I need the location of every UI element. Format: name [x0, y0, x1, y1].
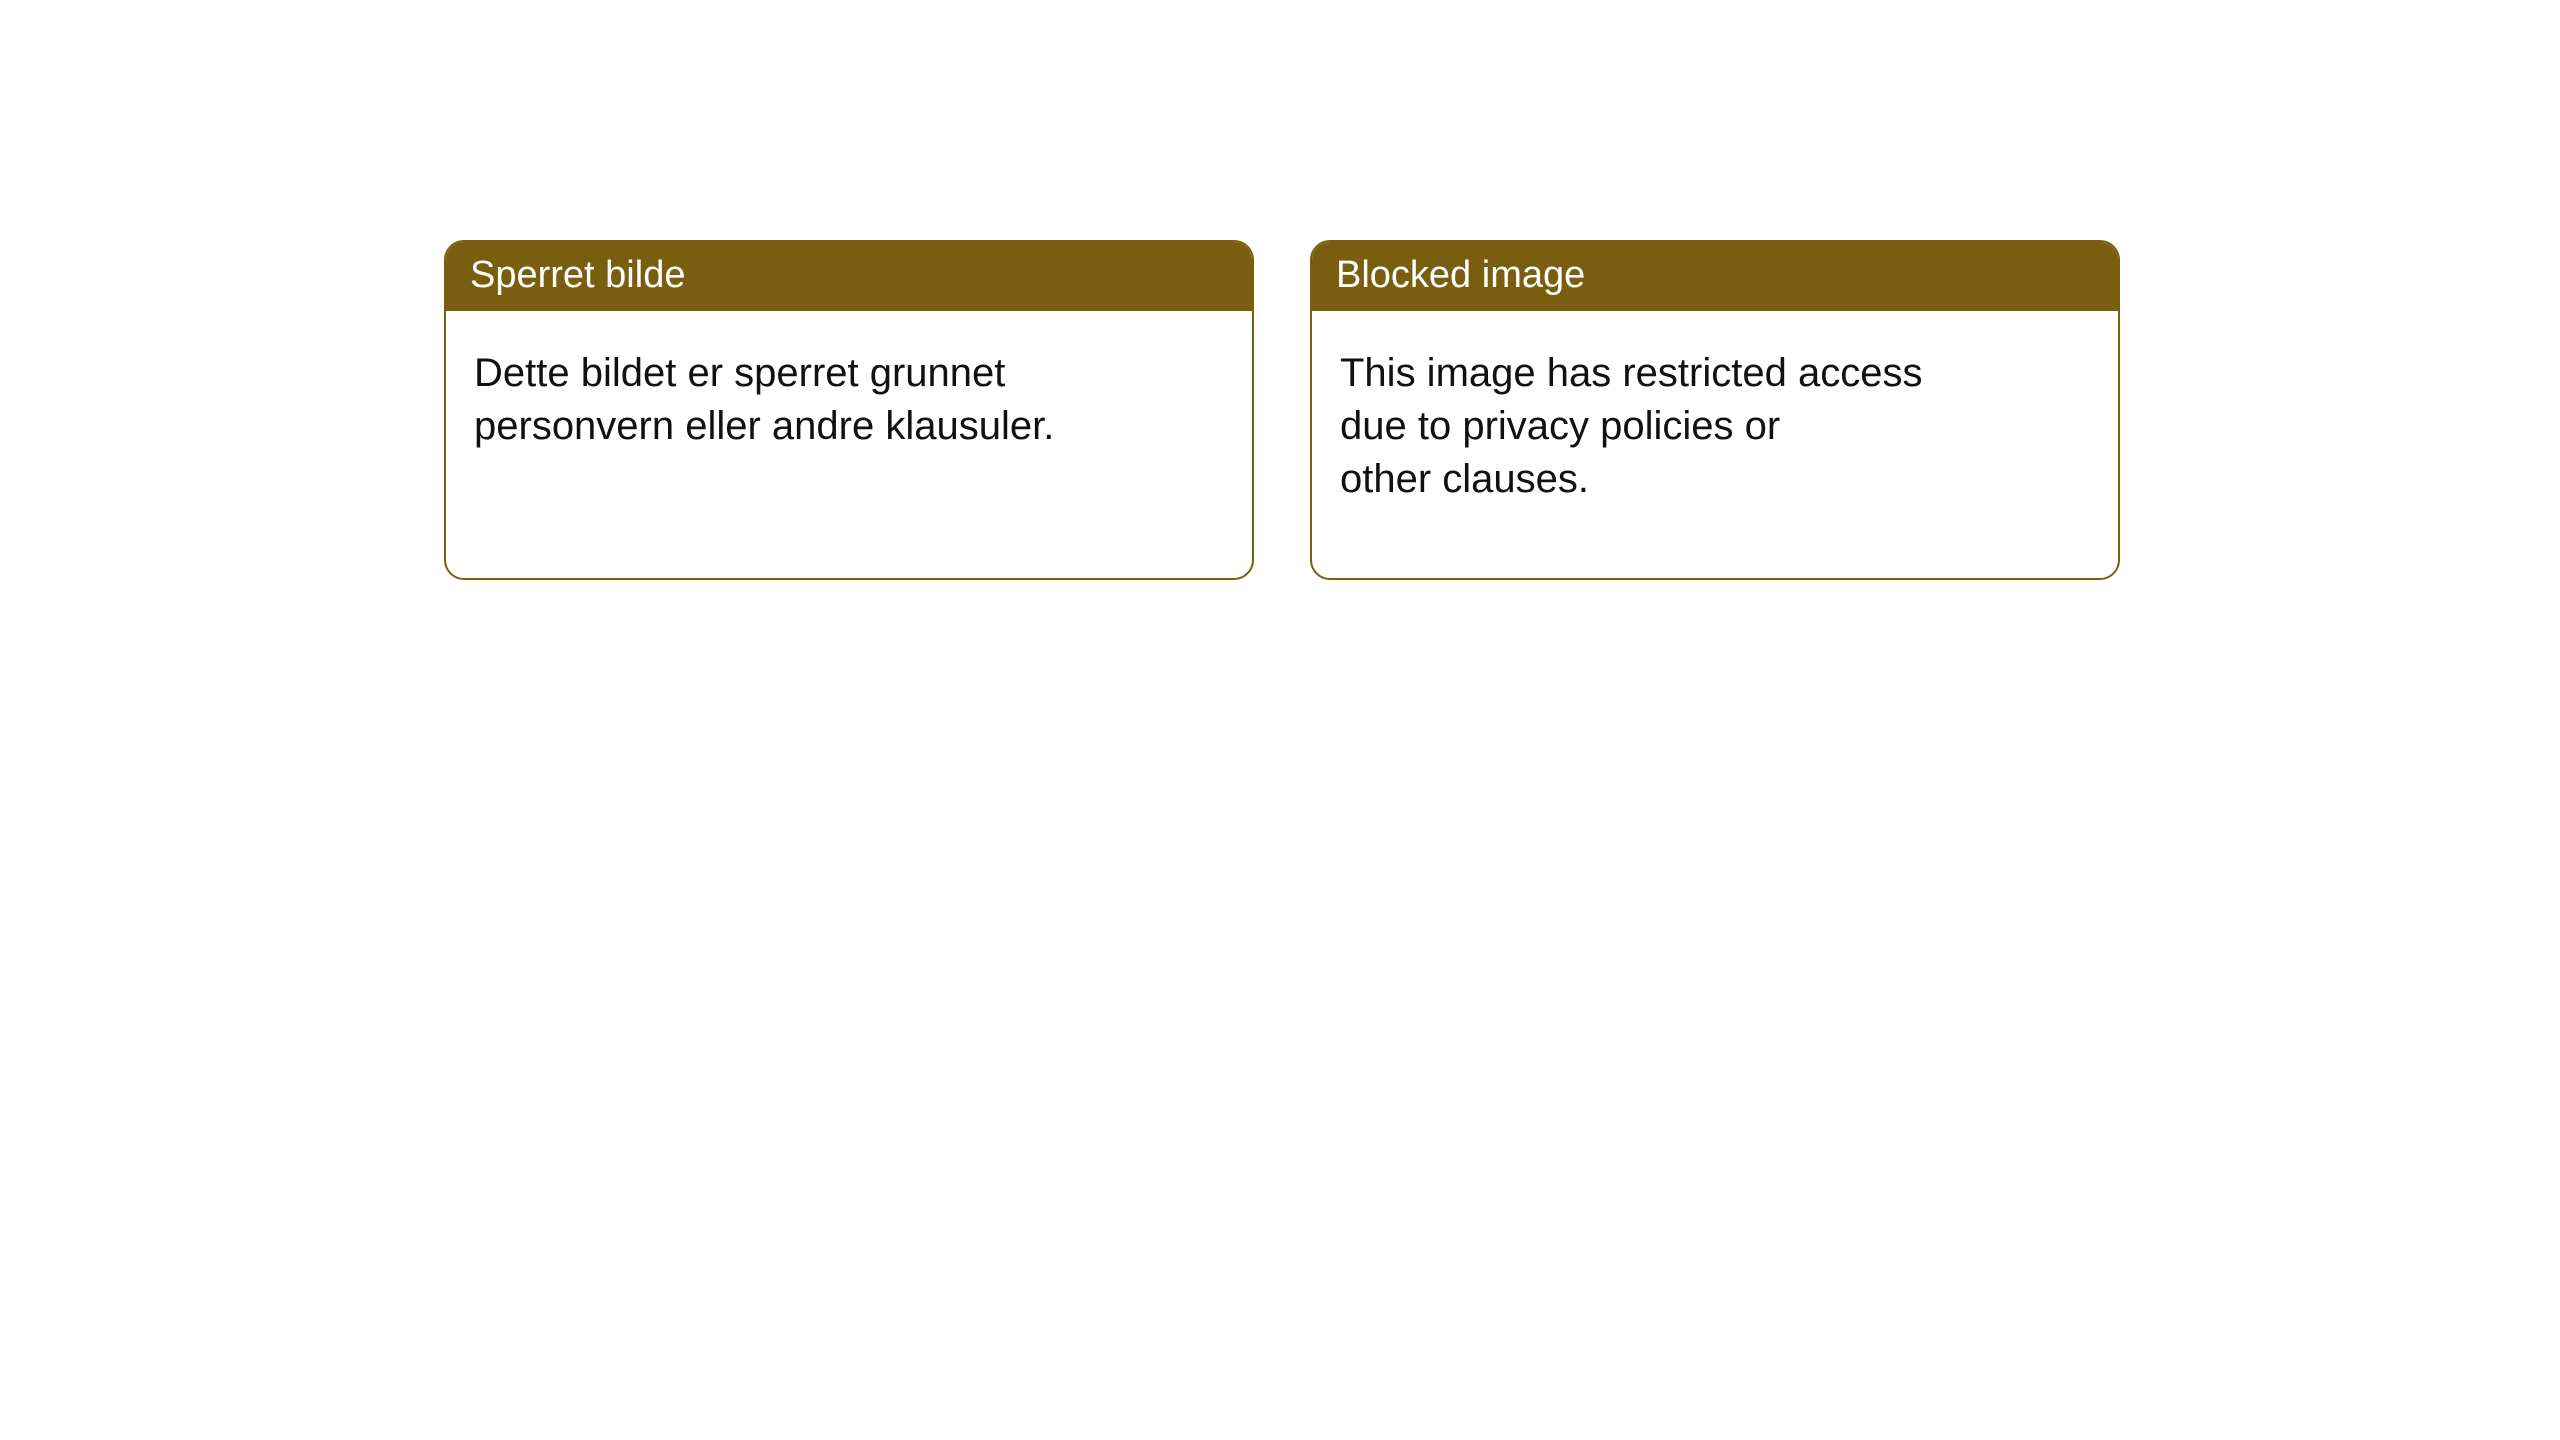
notice-body-en: This image has restricted access due to …	[1312, 311, 2118, 533]
notice-card-en: Blocked image This image has restricted …	[1310, 240, 2120, 580]
notice-title-en: Blocked image	[1312, 242, 2118, 311]
notice-body-no: Dette bildet er sperret grunnet personve…	[446, 311, 1252, 481]
notice-card-no: Sperret bilde Dette bildet er sperret gr…	[444, 240, 1254, 580]
notice-container: Sperret bilde Dette bildet er sperret gr…	[0, 0, 2560, 580]
notice-title-no: Sperret bilde	[446, 242, 1252, 311]
